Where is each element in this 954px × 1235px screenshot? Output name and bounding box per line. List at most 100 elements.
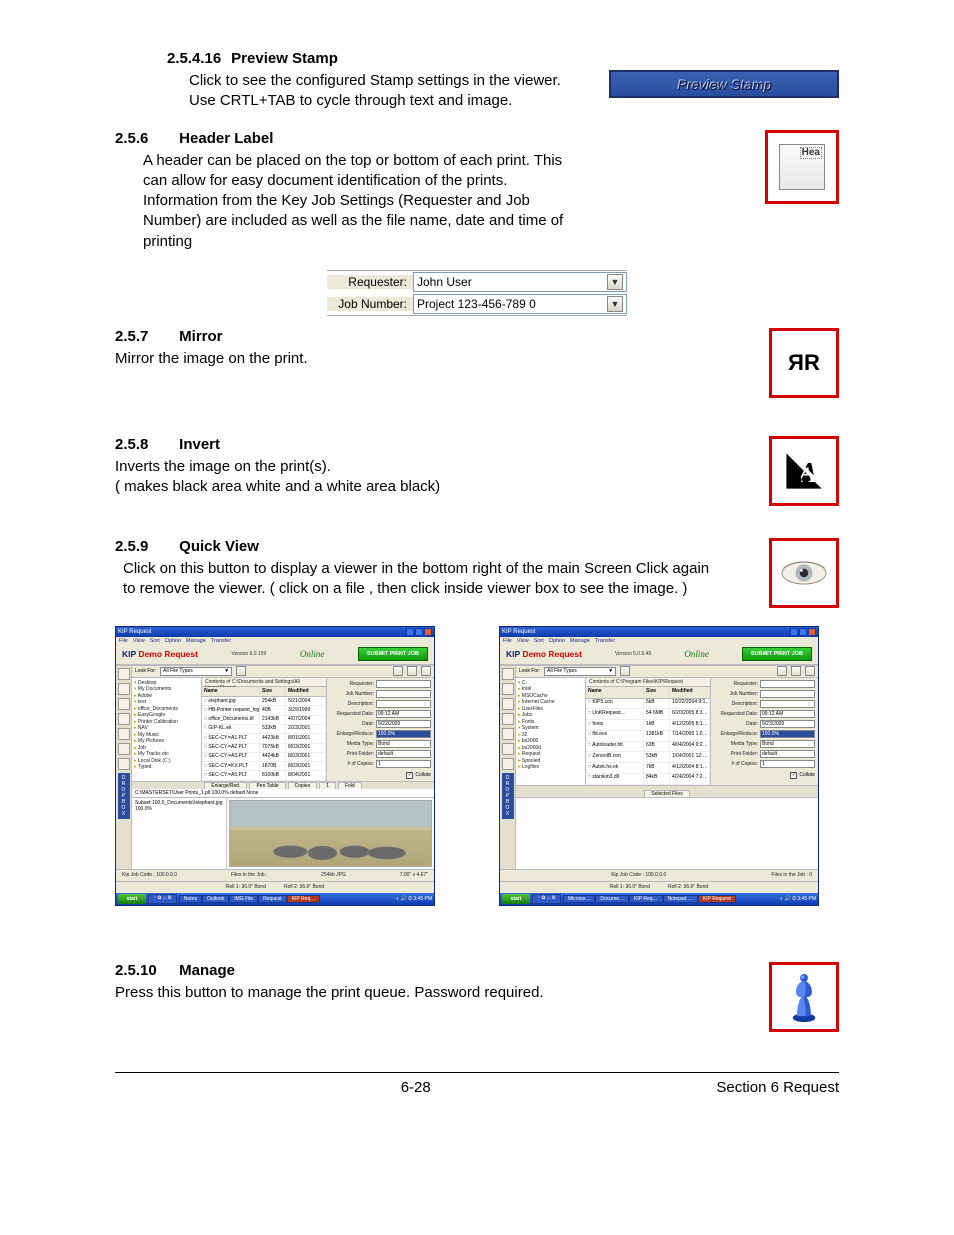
- settings-field[interactable]: [376, 700, 431, 708]
- taskbar-item[interactable]: Notes: [179, 895, 202, 903]
- menu-item[interactable]: View: [517, 638, 529, 644]
- menu-item[interactable]: Manage: [570, 638, 590, 644]
- tab[interactable]: Copies: [288, 782, 318, 789]
- settings-field[interactable]: 09:12 AM: [376, 710, 431, 718]
- submit-print-job-button[interactable]: SUBMIT PRINT JOB: [358, 647, 428, 661]
- max-button[interactable]: [415, 628, 423, 636]
- menu-item[interactable]: Transfer: [595, 638, 615, 644]
- menu-item[interactable]: Sort: [150, 638, 160, 644]
- taskbar-item[interactable]: KIP Req…: [629, 895, 663, 903]
- quicklaunch[interactable]: ◔ ✿ ⌂ ⚙: [532, 894, 561, 904]
- file-row[interactable]: fld.ece: [586, 731, 644, 742]
- sidebar-button[interactable]: [502, 683, 514, 695]
- start-button[interactable]: start: [118, 894, 146, 904]
- file-row[interactable]: Autok.hs.ek: [586, 763, 644, 774]
- settings-field[interactable]: 9/23/2005: [760, 720, 815, 728]
- toolbar-button[interactable]: [777, 666, 787, 676]
- tab[interactable]: Fold: [338, 782, 362, 789]
- file-row[interactable]: starskin3.dll: [586, 774, 644, 785]
- dropbox[interactable]: DROPBOX: [502, 773, 514, 819]
- menu-item[interactable]: View: [133, 638, 145, 644]
- menubar[interactable]: FileViewSortOptionManageTransfer: [500, 637, 818, 645]
- requester-input[interactable]: John User ▼: [413, 272, 627, 292]
- dropdown-icon[interactable]: ▼: [607, 274, 623, 290]
- sidebar-button[interactable]: [118, 713, 130, 725]
- settings-field[interactable]: default: [376, 750, 431, 758]
- sidebar-button[interactable]: [502, 668, 514, 680]
- jobnum-input[interactable]: Project 123-456-789 0 ▼: [413, 294, 627, 314]
- menu-item[interactable]: File: [119, 638, 128, 644]
- file-row[interactable]: GIP-KL.ek: [202, 725, 260, 734]
- settings-field[interactable]: 1: [376, 760, 431, 768]
- menu-item[interactable]: Sort: [534, 638, 544, 644]
- sidebar-button[interactable]: [502, 743, 514, 755]
- taskbar-item[interactable]: KIP Req…: [287, 895, 321, 903]
- tab[interactable]: 1: [319, 782, 336, 789]
- toolbar-button[interactable]: [421, 666, 431, 676]
- toolbar-button[interactable]: [393, 666, 403, 676]
- taskbar-item[interactable]: Notepad …: [663, 895, 698, 903]
- settings-field[interactable]: [760, 690, 815, 698]
- min-button[interactable]: [790, 628, 798, 636]
- start-button[interactable]: start: [502, 894, 530, 904]
- taskbar-item[interactable]: IMG File: [229, 895, 258, 903]
- file-list[interactable]: NameSizeModifiedKIP5.con5kB10/22/2004 9:…: [586, 687, 710, 785]
- sidebar-button[interactable]: [118, 743, 130, 755]
- file-row[interactable]: UnKRequest…: [586, 709, 644, 720]
- system-tray[interactable]: ◐ 🔊 ⏱ 3:45 PM: [780, 896, 816, 902]
- file-row[interactable]: SEC-CY.=KX.PLT: [202, 762, 260, 771]
- file-row[interactable]: elephant jpg: [202, 697, 260, 706]
- close-button[interactable]: [808, 628, 816, 636]
- max-button[interactable]: [799, 628, 807, 636]
- settings-field[interactable]: 100.0%: [760, 730, 815, 738]
- preview-image[interactable]: [229, 800, 432, 867]
- settings-field[interactable]: 100.0%: [376, 730, 431, 738]
- file-row[interactable]: fonts: [586, 720, 644, 731]
- lookfor-combo[interactable]: All File Types▼: [160, 667, 232, 676]
- tree-node[interactable]: Typed: [134, 764, 199, 771]
- taskbar-item[interactable]: Outlook: [202, 895, 229, 903]
- taskbar-item[interactable]: KIP Request: [698, 895, 736, 903]
- settings-field[interactable]: 1: [760, 760, 815, 768]
- sidebar-button[interactable]: [118, 758, 130, 770]
- settings-field[interactable]: Bond: [760, 740, 815, 748]
- collate-checkbox[interactable]: ✓: [406, 772, 413, 779]
- taskbar-item[interactable]: Request: [258, 895, 287, 903]
- settings-field[interactable]: [376, 690, 431, 698]
- system-tray[interactable]: ◐ 🔊 ⏱ 3:45 PM: [396, 896, 432, 902]
- file-row[interactable]: SEC-CY.=A1.PLT: [202, 734, 260, 743]
- settings-field[interactable]: Bond: [376, 740, 431, 748]
- header-label-icon[interactable]: Hea: [765, 130, 839, 204]
- toolbar-button[interactable]: [236, 666, 246, 676]
- toolbar-button[interactable]: [407, 666, 417, 676]
- dropbox[interactable]: DROPBOX: [118, 773, 130, 819]
- min-button[interactable]: [406, 628, 414, 636]
- settings-field[interactable]: default: [760, 750, 815, 758]
- folder-tree[interactable]: DesktopMy DocumentsAdobetestoffice_Docum…: [132, 678, 202, 781]
- tab[interactable]: Pen Table: [249, 782, 285, 789]
- sidebar-button[interactable]: [502, 713, 514, 725]
- file-row[interactable]: KIP5.con: [586, 699, 644, 710]
- sidebar-button[interactable]: [502, 758, 514, 770]
- selected-file-row[interactable]: C:\MASTERSET\User Prints_1.plt 100.0% de…: [132, 789, 434, 797]
- settings-field[interactable]: 9/22/2005: [376, 720, 431, 728]
- sidebar-button[interactable]: [118, 683, 130, 695]
- settings-field[interactable]: [760, 700, 815, 708]
- sidebar-button[interactable]: [118, 668, 130, 680]
- eye-icon[interactable]: [769, 538, 839, 608]
- menu-item[interactable]: Transfer: [211, 638, 231, 644]
- sidebar-button[interactable]: [502, 728, 514, 740]
- invert-icon[interactable]: A A: [769, 436, 839, 506]
- file-row[interactable]: office_Documents.tif: [202, 716, 260, 725]
- file-row[interactable]: SEC-CY.=A5.PLT: [202, 771, 260, 780]
- tree-node[interactable]: Logfiles: [518, 764, 583, 771]
- tab[interactable]: Enlarge/Red.: [204, 782, 247, 789]
- settings-field[interactable]: [760, 680, 815, 688]
- file-row[interactable]: SEC-CY.=A2.PLT: [202, 744, 260, 753]
- menu-item[interactable]: File: [503, 638, 512, 644]
- file-row[interactable]: SEC-CY.=A3.PLT: [202, 753, 260, 762]
- menubar[interactable]: FileViewSortOptionManageTransfer: [116, 637, 434, 645]
- taskbar-item[interactable]: Docume…: [595, 895, 629, 903]
- taskbar-item[interactable]: Microso…: [563, 895, 596, 903]
- toolbar-button[interactable]: [620, 666, 630, 676]
